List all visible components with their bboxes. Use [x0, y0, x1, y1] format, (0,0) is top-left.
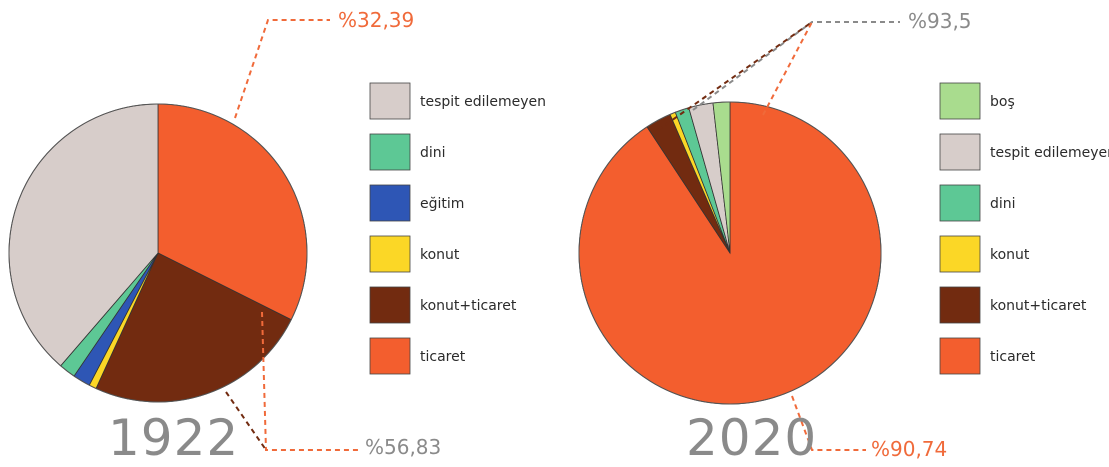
pie-2020-slices: [578, 101, 882, 405]
pie-1922-outline: [8, 103, 308, 403]
pie-1922-legend-label-konut-ticaret: konut+ticaret: [420, 298, 517, 314]
callout-2020-top: %93,5: [908, 9, 972, 33]
pie-2020-legend-swatch-dini: [939, 184, 981, 222]
pie-2020-legend-swatch-konut: [939, 235, 981, 273]
callout-line-1922-bottom: [261, 311, 358, 451]
pie-2020-legend-label-bos: boş: [990, 94, 1015, 110]
callout-line-2020-top-orange: [762, 21, 813, 116]
pie-1922-legend-swatch-egitim: [369, 184, 411, 222]
pie-1922-legend-label-tespit-edilemeyen: tespit edilemeyen: [420, 94, 546, 110]
callout-line-1922-bottom-dark: [225, 391, 267, 451]
pie-2020-legend-swatch-tespit-edilemeyen: [939, 133, 981, 171]
pie-1922-legend-label-konut: konut: [420, 247, 460, 263]
pie-2020-legend-swatch-bos: [939, 82, 981, 120]
pie-1922-slices: [8, 103, 308, 403]
pie-1922-legend-swatch-konut: [369, 235, 411, 273]
legend-1922: tespit edilemeyen dini eğitim konut konut+ti…: [369, 82, 546, 375]
year-label-2020: 2020: [686, 409, 817, 467]
callout-line-1922-top: [234, 19, 330, 119]
pie-2020-legend-swatch-ticaret: [939, 337, 981, 375]
pie-1922-legend-swatch-tespit-edilemeyen: [369, 82, 411, 120]
pie-1922-legend-label-egitim: eğitim: [420, 196, 464, 212]
year-label-1922: 1922: [108, 409, 239, 467]
pie-2020: %93,5 %90,74 2020 boş tespit edilemeyen di…: [578, 9, 1109, 467]
pie-2020-outline: [578, 101, 882, 405]
pie-2020-legend-label-ticaret: ticaret: [990, 349, 1036, 365]
callout-line-2020-bottom: [791, 395, 866, 451]
pie-1922-legend-label-dini: dini: [420, 145, 446, 161]
pie-1922-legend-label-ticaret: ticaret: [420, 349, 466, 365]
callout-line-2020-top-dark: [657, 21, 813, 131]
callout-line-2020-top-gray: [692, 21, 900, 111]
pie-2020-legend-swatch-konut-ticaret: [939, 286, 981, 324]
pie-2020-legend-label-dini: dini: [990, 196, 1016, 212]
pie-2020-legend-label-konut-ticaret: konut+ticaret: [990, 298, 1087, 314]
legend-2020: boş tespit edilemeyen dini konut konut+ticar…: [939, 82, 1109, 375]
pie-1922-legend-swatch-konut-ticaret: [369, 286, 411, 324]
callout-1922-bottom: %56,83: [365, 435, 441, 459]
pie-1922-legend-swatch-ticaret: [369, 337, 411, 375]
callout-1922-top: %32,39: [338, 8, 414, 32]
pie-1922: %32,39 %56,83 1922 tespit edilemeyen dini…: [8, 8, 546, 467]
pie-1922-legend-swatch-dini: [369, 133, 411, 171]
pie-2020-legend-label-konut: konut: [990, 247, 1030, 263]
callout-2020-bottom: %90,74: [871, 437, 947, 461]
pie-2020-legend-label-tespit-edilemeyen: tespit edilemeyen: [990, 145, 1109, 161]
